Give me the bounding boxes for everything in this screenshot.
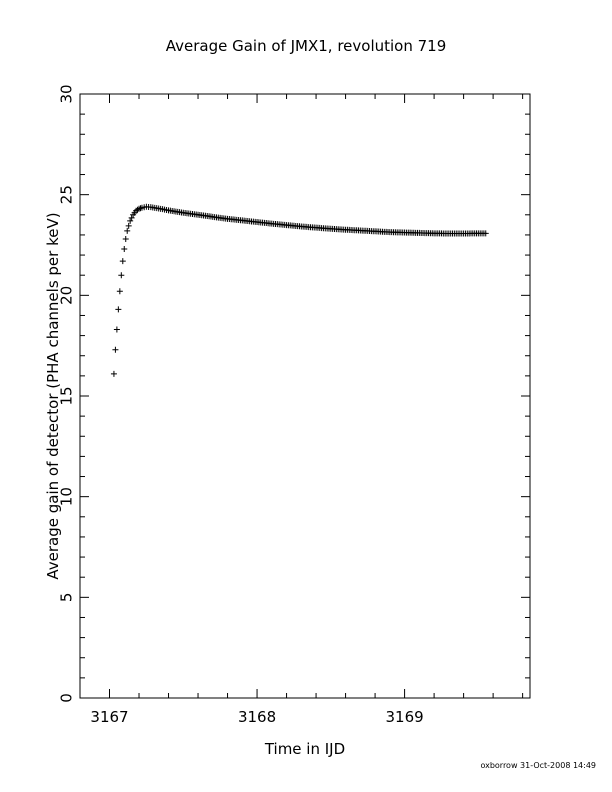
x-axis-label: Time in IJD: [264, 740, 346, 758]
y-tick-label: 0: [58, 693, 76, 703]
y-tick-label: 30: [58, 84, 76, 103]
data-point: [128, 214, 135, 221]
chart-title: Average Gain of JMX1, revolution 719: [165, 37, 447, 55]
data-point: [137, 205, 144, 212]
data-point: [121, 246, 128, 253]
axis-ticks: [79, 93, 530, 699]
data-point: [118, 272, 125, 279]
data-point: [127, 217, 134, 224]
data-point: [482, 230, 489, 237]
footer-stamp: oxborrow 31-Oct-2008 14:49: [480, 761, 596, 770]
data-point: [125, 222, 132, 229]
x-tick-label: 3169: [385, 708, 423, 726]
data-series: [110, 203, 489, 377]
x-tick-label: 3167: [90, 708, 128, 726]
y-tick-label: 10: [58, 487, 76, 506]
data-point: [122, 235, 129, 242]
data-point: [124, 227, 131, 234]
data-point: [136, 205, 143, 212]
y-tick-label: 5: [58, 593, 76, 603]
data-point: [115, 306, 122, 313]
data-point: [110, 370, 117, 377]
y-tick-label: 25: [58, 185, 76, 204]
data-point: [116, 288, 123, 295]
data-point: [112, 346, 119, 353]
data-point: [119, 258, 126, 265]
plot-frame: [79, 93, 531, 699]
y-tick-label: 20: [58, 286, 76, 305]
y-tick-label: 15: [58, 386, 76, 405]
data-point: [113, 326, 120, 333]
x-tick-label: 3168: [238, 708, 276, 726]
tick-labels: 0 5 10 15 20 25 30 3167 3168 3169: [58, 84, 424, 726]
y-axis-label: Average gain of detector (PHA channels p…: [44, 212, 62, 580]
